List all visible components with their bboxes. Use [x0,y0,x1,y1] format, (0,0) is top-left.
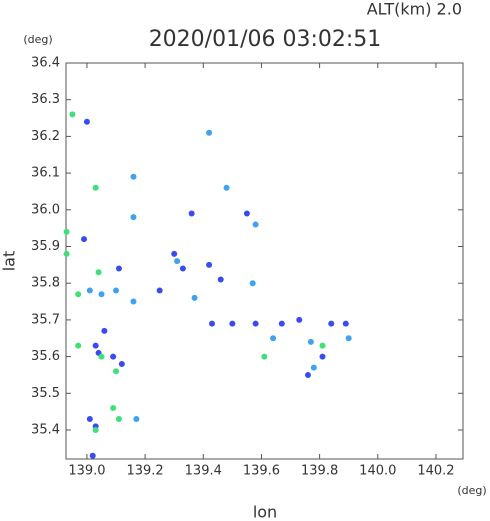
y-tick-label: 36.1 [31,166,60,181]
echo-point [110,404,117,411]
x-tick-label: 139.4 [185,464,222,479]
echo-point [130,173,137,180]
echo-point [304,371,311,378]
y-tick-label: 35.6 [31,349,60,364]
y-tick-label: 35.8 [31,276,60,291]
x-tick-label: 139.2 [126,464,163,479]
x-tick-label: 140.0 [359,464,396,479]
y-tick-label: 35.4 [31,423,60,438]
echo-point [69,111,76,118]
echo-point [63,228,70,235]
echo-point [223,184,230,191]
echo-point [130,214,137,221]
x-tick-label: 140.2 [417,464,454,479]
y-tick-label: 36.4 [31,56,60,71]
echo-point [101,327,108,334]
x-tick-label: 139.8 [301,464,338,479]
echo-point [328,320,335,327]
y-unit: (deg) [23,33,52,46]
echo-point [206,129,213,136]
y-tick-label: 36.3 [31,92,60,107]
echo-point [75,291,82,298]
echo-point [113,287,120,294]
echo-point [92,184,99,191]
echo-point [95,269,102,276]
echo-point [115,265,122,272]
echo-point [113,368,120,375]
echo-point [92,342,99,349]
echo-point [191,294,198,301]
echo-point [188,210,195,217]
altitude: ALT(km) 2.0 [367,0,462,19]
echo-point [206,261,213,268]
x-unit: (deg) [457,484,486,497]
plot-frame [65,62,464,460]
x-tick-label: 139.0 [68,464,105,479]
y-tick-label: 36.2 [31,129,60,144]
echo-point [133,415,140,422]
chart-title: 2020/01/06 03:02:51 [149,27,382,52]
echo-point [98,291,105,298]
echo-point [278,320,285,327]
echo-point [89,452,96,459]
echo-point [217,276,224,283]
y-tick-label: 35.5 [31,386,60,401]
echo-point [249,280,256,287]
x-tick-label: 139.6 [243,464,280,479]
echo-point [179,265,186,272]
echo-point [345,335,352,342]
echo-point [156,287,163,294]
echo-point [98,353,105,360]
echo-point [118,360,125,367]
echo-point [310,364,317,371]
echo-point [63,250,70,257]
echo-point [319,353,326,360]
echo-point [130,298,137,305]
echo-point [81,236,88,243]
echo-point [115,415,122,422]
echo-point [86,415,93,422]
echo-point [86,287,93,294]
x-axis-label: lon [253,503,277,521]
echo-point [307,338,314,345]
echo-point [75,342,82,349]
y-tick-label: 36.0 [31,202,60,217]
echo-point [270,335,277,342]
echo-point [209,320,216,327]
echo-point [296,316,303,323]
echo-point [319,342,326,349]
echo-point [92,427,99,434]
echo-point [342,320,349,327]
echo-point [229,320,236,327]
echo-point [252,221,259,228]
y-tick-label: 35.9 [31,239,60,254]
echo-point [174,258,181,265]
echo-point [171,250,178,257]
echo-point [110,353,117,360]
y-tick-label: 35.7 [31,312,60,327]
y-axis-label: lat [0,251,19,272]
echo-point [252,320,259,327]
echo-point [261,353,268,360]
echo-point [243,210,250,217]
echo-point [83,118,90,125]
